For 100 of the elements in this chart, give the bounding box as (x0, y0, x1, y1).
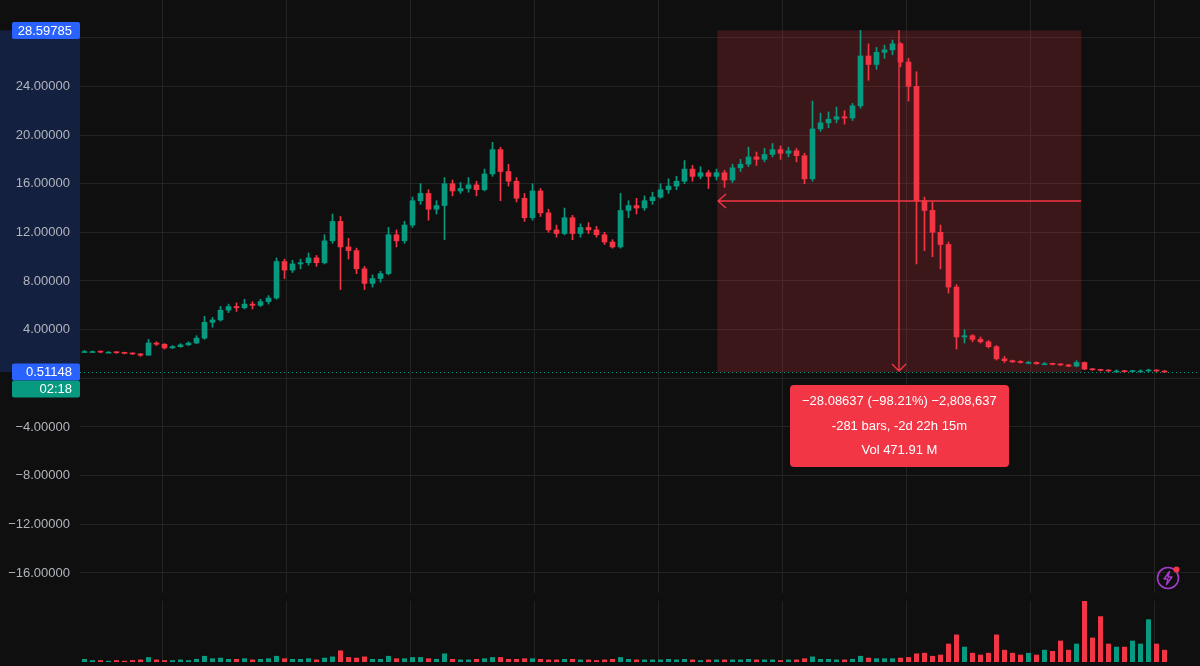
bar (1106, 643, 1111, 662)
bar (1130, 640, 1135, 662)
bar (874, 658, 879, 662)
bar (682, 658, 687, 662)
bar (1114, 646, 1119, 662)
bar (1018, 654, 1023, 662)
bar (810, 656, 815, 662)
bar (370, 658, 375, 662)
bar (826, 658, 831, 662)
bar (818, 658, 823, 662)
bar (282, 658, 287, 662)
bar (1122, 646, 1127, 662)
bar (450, 658, 455, 662)
bar (986, 652, 991, 662)
y-tick-label: −4.00000 (15, 418, 70, 434)
bar (562, 658, 567, 662)
bar (746, 658, 751, 662)
bar (1066, 649, 1071, 662)
bar (266, 658, 271, 662)
bar (954, 634, 959, 662)
bar (538, 658, 543, 662)
y-tick-label: −16.00000 (8, 564, 70, 580)
bar (1138, 643, 1143, 662)
bar (338, 650, 343, 662)
bar (442, 653, 447, 662)
y-tick-label: −12.00000 (8, 515, 70, 531)
bar (978, 654, 983, 662)
bar (298, 658, 303, 662)
bar (482, 658, 487, 662)
bar (274, 655, 279, 662)
bar (226, 658, 231, 662)
annotation: −28.08637 (−98.21%) −2,808,637 (802, 392, 997, 410)
bar (946, 643, 951, 662)
bar (386, 655, 391, 662)
bar (426, 658, 431, 662)
annotation: -281 bars, -2d 22h 15m (830, 416, 968, 435)
bar (1026, 652, 1031, 662)
bar (962, 646, 967, 662)
y-tick-label: 24.00000 (15, 77, 70, 93)
bar (258, 658, 263, 662)
bar (218, 657, 223, 662)
bar (490, 657, 495, 662)
bar (290, 658, 295, 662)
bar (626, 658, 631, 662)
bar (994, 634, 999, 662)
bar (570, 658, 575, 662)
bar (522, 658, 527, 662)
bar (618, 657, 623, 662)
y-tick-label: 12.00000 (15, 223, 70, 239)
annotation: Vol 471.91 M (860, 441, 939, 459)
bar (1090, 637, 1095, 662)
bar (82, 658, 87, 662)
bar (666, 658, 671, 662)
bar (394, 658, 399, 662)
bar (850, 658, 855, 662)
bar (498, 657, 503, 662)
bar (610, 658, 615, 662)
bar (1058, 640, 1063, 662)
bar (402, 658, 407, 662)
bar (530, 658, 535, 662)
bar (906, 657, 911, 662)
bar (362, 656, 367, 662)
bar (1002, 649, 1007, 662)
bar (474, 658, 479, 662)
y-tick-label: 8.00000 (23, 272, 70, 288)
bar (1146, 619, 1151, 662)
bar (354, 657, 359, 662)
y-tick-label: 4.00000 (23, 321, 70, 337)
bar (378, 658, 383, 662)
ref-line-label: 0.51148 (25, 364, 72, 380)
bar (858, 655, 863, 662)
y-tick-label: 28.59785 (17, 22, 72, 38)
bar (330, 656, 335, 662)
bar (194, 658, 199, 662)
bar (1074, 643, 1079, 662)
bar (242, 658, 247, 662)
label-box: −28.08637 (−98.21%) −2,808,637 -281 bars, -2d 22h 15m Vol 471.91 M (790, 385, 1009, 467)
bar (434, 658, 439, 662)
bar (1098, 616, 1103, 662)
bar (202, 655, 207, 662)
y-tick-label: 16.00000 (15, 175, 70, 191)
bar (914, 653, 919, 662)
bar (322, 657, 327, 662)
bar (938, 654, 943, 662)
bar (514, 658, 519, 662)
bar (410, 657, 415, 662)
bar (882, 658, 887, 662)
text: 02:18 (39, 381, 72, 397)
bar (1082, 601, 1087, 662)
bar (234, 658, 239, 662)
bar (930, 655, 935, 662)
bar (1010, 652, 1015, 662)
bar (418, 657, 423, 662)
bar (898, 657, 903, 662)
bar (1042, 649, 1047, 662)
bar (890, 658, 895, 662)
y-tick-label: 20.00000 (15, 126, 70, 142)
bar (866, 657, 871, 662)
bar (1034, 654, 1039, 662)
bar (922, 652, 927, 662)
